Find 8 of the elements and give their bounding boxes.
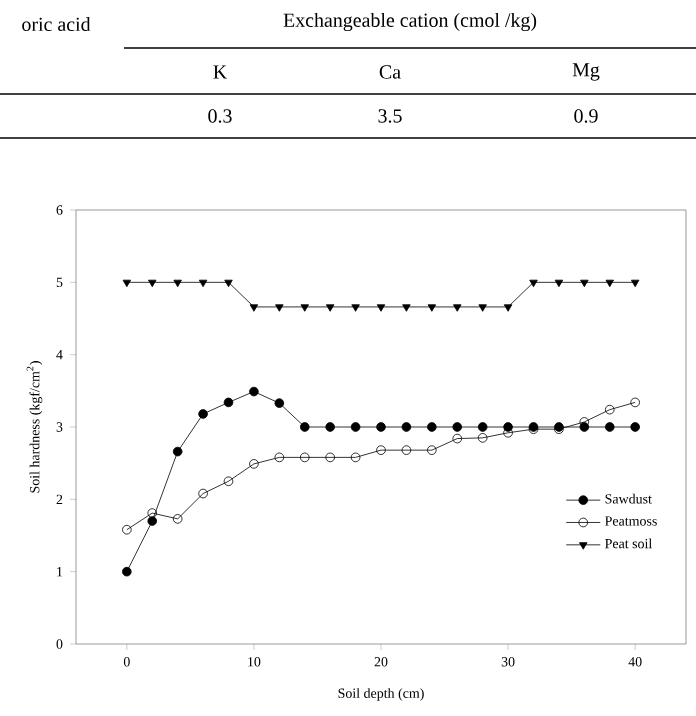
text: 3.5: [378, 109, 402, 123]
text: Exchangeable cation (cmol /kg): [283, 12, 537, 32]
text: K: [213, 65, 227, 79]
text: 0.3: [208, 109, 232, 123]
text: 0.9: [574, 109, 598, 123]
text: Ca: [379, 65, 401, 79]
text: oric acid: [22, 16, 91, 31]
text: Mg: [572, 63, 600, 81]
